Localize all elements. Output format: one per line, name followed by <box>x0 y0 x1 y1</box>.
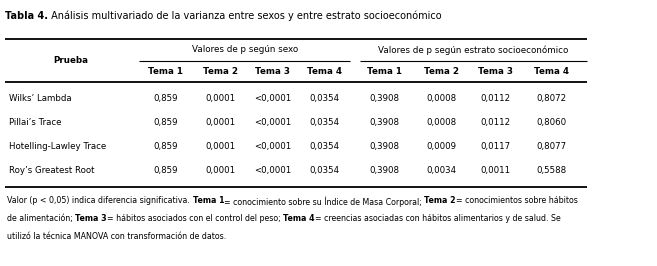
Text: = conocimientos sobre hábitos: = conocimientos sobre hábitos <box>456 196 578 205</box>
Text: Tema 4: Tema 4 <box>283 214 315 223</box>
Text: Wilks’ Lambda: Wilks’ Lambda <box>9 94 71 103</box>
Text: 0,0117: 0,0117 <box>480 142 510 151</box>
Text: <0,0001: <0,0001 <box>254 94 291 103</box>
Text: 0,3908: 0,3908 <box>369 118 399 127</box>
Text: Tema 2: Tema 2 <box>424 67 459 76</box>
Text: Tema 1: Tema 1 <box>193 196 224 205</box>
Text: 0,0112: 0,0112 <box>480 118 510 127</box>
Text: 0,0008: 0,0008 <box>426 94 457 103</box>
Text: Tema 2: Tema 2 <box>424 196 456 205</box>
Text: <0,0001: <0,0001 <box>254 166 291 175</box>
Text: 0,0112: 0,0112 <box>480 94 510 103</box>
Text: Pillai’s Trace: Pillai’s Trace <box>9 118 61 127</box>
Text: Roy’s Greatest Root: Roy’s Greatest Root <box>9 166 94 175</box>
Text: 0,0008: 0,0008 <box>426 118 457 127</box>
Text: 0,0354: 0,0354 <box>309 142 340 151</box>
Text: Valor (p < 0,05) indica diferencia significativa.: Valor (p < 0,05) indica diferencia signi… <box>7 196 193 205</box>
Text: Tema 1: Tema 1 <box>148 67 183 76</box>
Text: Valores de p según estrato socioeconómico: Valores de p según estrato socioeconómic… <box>378 45 568 55</box>
Text: 0,8072: 0,8072 <box>537 94 567 103</box>
Text: 0,0354: 0,0354 <box>309 166 340 175</box>
Text: 0,0354: 0,0354 <box>309 94 340 103</box>
Text: Tema 3: Tema 3 <box>478 67 513 76</box>
Text: = creencias asociadas con hábitos alimentarios y de salud. Se: = creencias asociadas con hábitos alimen… <box>315 214 560 223</box>
Text: <0,0001: <0,0001 <box>254 118 291 127</box>
Text: Hotelling-Lawley Trace: Hotelling-Lawley Trace <box>9 142 106 151</box>
Text: 0,0001: 0,0001 <box>206 94 236 103</box>
Text: Valores de p según sexo: Valores de p según sexo <box>192 45 298 54</box>
Text: = conocimiento sobre su Índice de Masa Corporal;: = conocimiento sobre su Índice de Masa C… <box>224 196 424 207</box>
Text: de alimentación;: de alimentación; <box>7 214 76 223</box>
Text: 0,3908: 0,3908 <box>369 166 399 175</box>
Text: utilizó la técnica MANOVA con transformación de datos.: utilizó la técnica MANOVA con transforma… <box>7 232 227 242</box>
Text: 0,0034: 0,0034 <box>426 166 457 175</box>
Text: 0,0354: 0,0354 <box>309 118 340 127</box>
Text: Tabla 4.: Tabla 4. <box>5 11 48 21</box>
Text: 0,0001: 0,0001 <box>206 166 236 175</box>
Text: Tema 4: Tema 4 <box>534 67 570 76</box>
Text: Tema 3: Tema 3 <box>76 214 107 223</box>
Text: 0,5588: 0,5588 <box>537 166 567 175</box>
Text: 0,859: 0,859 <box>153 166 178 175</box>
Text: 0,859: 0,859 <box>153 142 178 151</box>
Text: 0,0009: 0,0009 <box>426 142 457 151</box>
Text: 0,8077: 0,8077 <box>537 142 567 151</box>
Text: Tema 4: Tema 4 <box>307 67 342 76</box>
Text: Análisis multivariado de la varianza entre sexos y entre estrato socioeconómico: Análisis multivariado de la varianza ent… <box>48 11 442 21</box>
Text: = hábitos asociados con el control del peso;: = hábitos asociados con el control del p… <box>107 214 283 223</box>
Text: 0,0001: 0,0001 <box>206 142 236 151</box>
Text: 0,859: 0,859 <box>153 118 178 127</box>
Text: 0,859: 0,859 <box>153 94 178 103</box>
Text: 0,0001: 0,0001 <box>206 118 236 127</box>
Text: 0,0011: 0,0011 <box>480 166 510 175</box>
Text: 0,3908: 0,3908 <box>369 94 399 103</box>
Text: 0,8060: 0,8060 <box>537 118 567 127</box>
Text: <0,0001: <0,0001 <box>254 142 291 151</box>
Text: 0,3908: 0,3908 <box>369 142 399 151</box>
Text: Tema 1: Tema 1 <box>367 67 402 76</box>
Text: Tema 3: Tema 3 <box>255 67 290 76</box>
Text: Tema 2: Tema 2 <box>203 67 238 76</box>
Text: Prueba: Prueba <box>53 56 89 65</box>
